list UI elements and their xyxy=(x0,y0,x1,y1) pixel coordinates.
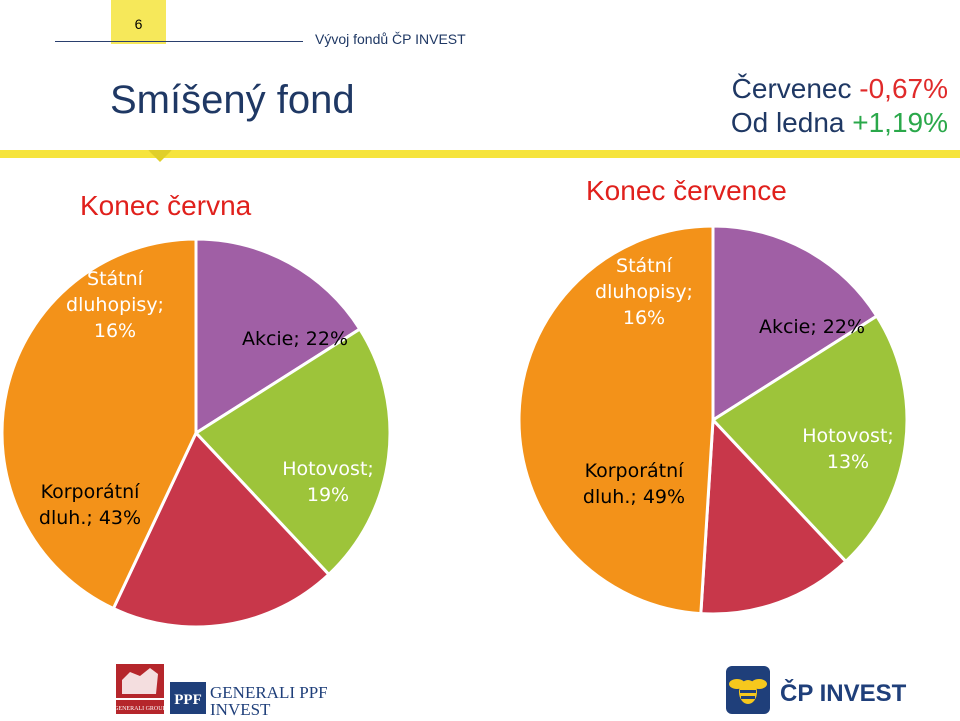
data-label-korporatni-dluh-july: Korporátní dluh.; 49% xyxy=(583,460,685,508)
generali-lion-icon xyxy=(116,664,164,714)
data-label-akcie-june: Akcie; 22% xyxy=(242,328,348,350)
pie-slice-hotovost-june xyxy=(111,430,331,629)
data-label-statni-dluhopisy-july: Státní dluhopisy; 16% xyxy=(595,255,693,329)
chart-title-july: Konec července xyxy=(586,175,787,206)
ytd-performance: Od ledna +1,19% xyxy=(731,106,948,140)
pie-slice-korporatni-dluh-june xyxy=(0,237,198,611)
month-label: Červenec xyxy=(731,73,852,104)
data-label-akcie-july: Akcie; 22% xyxy=(759,316,865,338)
data-label-statni-dluhopisy-june: Státní dluhopisy; 16% xyxy=(66,268,164,342)
pie-slice-statni-dluhopisy-july xyxy=(711,224,879,423)
ytd-label: Od ledna xyxy=(730,107,845,138)
generali-group-text: GENERALI GROUP xyxy=(114,706,166,712)
performance-box: Červenec -0,67% Od ledna +1,19% xyxy=(731,72,948,140)
yellow-band-shape xyxy=(0,150,960,160)
month-performance: Červenec -0,67% xyxy=(731,72,948,106)
yellow-band xyxy=(0,150,960,162)
month-value: -0,67% xyxy=(859,73,948,104)
ppf-text: PPF xyxy=(174,692,202,708)
ppf-box xyxy=(170,682,206,714)
ytd-value: +1,19% xyxy=(852,107,948,138)
data-label-korporatni-dluh-june: Korporátní dluh.; 43% xyxy=(39,481,141,529)
generali-ppf-line2: INVEST xyxy=(210,700,271,718)
pie-slice-hotovost-july xyxy=(699,416,848,616)
section-title: Vývoj fondů ČP INVEST xyxy=(315,31,466,47)
data-label-hotovost-june: Hotovost; 19% xyxy=(282,458,374,506)
generali-ppf-logos: GENERALI GROUP PPF GENERALI PPF INVEST xyxy=(114,664,327,718)
pie-slice-akcie-june xyxy=(193,326,392,577)
page-number-tab: 6 xyxy=(111,0,166,44)
pie-charts: Státní dluhopisy; 16% Akcie; 22% Hotovost; 19… xyxy=(0,224,909,629)
data-label-hotovost-july: Hotovost; 13% xyxy=(802,425,894,473)
page-title: Smíšený fond xyxy=(110,78,355,122)
bee-icon xyxy=(729,679,767,704)
cp-invest-text: ČP INVEST xyxy=(780,679,907,707)
band-notch xyxy=(148,150,172,162)
page-number: 6 xyxy=(134,16,143,32)
generali-ppf-line1: GENERALI PPF xyxy=(210,683,327,702)
cp-invest-logo: ČP INVEST xyxy=(726,666,907,714)
pie-slice-statni-dluhopisy-june xyxy=(194,237,362,436)
header-rule xyxy=(55,41,303,42)
pie-slice-akcie-july xyxy=(710,313,909,564)
pie-slice-korporatni-dluh-july xyxy=(517,224,715,616)
chart-title-june: Konec června xyxy=(80,190,252,221)
